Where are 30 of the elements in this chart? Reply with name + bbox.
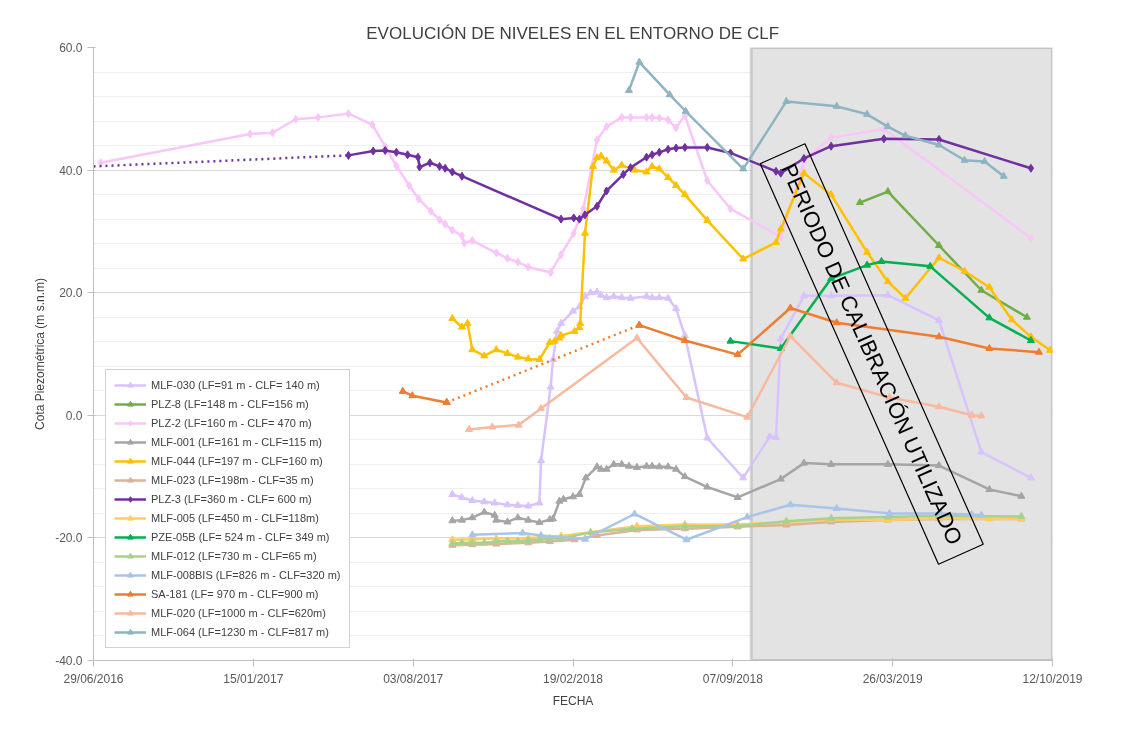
legend-label: SA-181 (LF= 970 m - CLF=900 m) — [151, 587, 319, 601]
y-tick-label: 60.0 — [59, 41, 83, 55]
x-tick-label: 12/10/2019 — [1022, 671, 1083, 686]
legend-label: PLZ-2 (LF=160 m - CLF= 470 m) — [151, 416, 312, 430]
x-tick-label: 26/03/2019 — [862, 671, 924, 686]
x-tick-label: 15/01/2017 — [223, 671, 284, 686]
legend-label: MLF-005 (LF=450 m - CLF=118m) — [151, 511, 319, 525]
y-tick-label: -40.0 — [55, 654, 83, 668]
chart-title: EVOLUCIÓN DE NIVELES EN EL ENTORNO DE CLF — [366, 23, 780, 43]
y-tick-label: -20.0 — [55, 531, 83, 546]
legend-label: MLF-044 (LF=197 m - CLF=160 m) — [151, 454, 323, 468]
legend-label: MLF-020 (LF=1000 m - CLF=620m) — [151, 606, 326, 620]
legend-label: MLF-030 (LF=91 m - CLF= 140 m) — [151, 378, 320, 392]
legend-label: PLZ-3 (LF=360 m - CLF= 600 m) — [151, 492, 312, 506]
legend-label: PZE-05B (LF= 524 m - CLF= 349 m) — [151, 530, 330, 544]
legend-label: MLF-023 (LF=198m - CLF=35 m) — [151, 473, 314, 487]
x-tick-label: 29/06/2016 — [63, 671, 124, 686]
legend-label: MLF-012 (LF=730 m - CLF=65 m) — [151, 549, 317, 563]
y-tick-label: 20.0 — [59, 286, 83, 301]
x-tick-label: 07/09/2018 — [702, 671, 764, 686]
legend-label: MLF-064 (LF=1230 m - CLF=817 m) — [151, 625, 329, 639]
y-axis-title: Cota Piezométrica (m s.n.m) — [33, 277, 48, 431]
legend-label: MLF-001 (LF=161 m - CLF=115 m) — [151, 435, 322, 449]
x-tick-label: 03/08/2017 — [383, 671, 444, 686]
x-tick-label: 19/02/2018 — [542, 671, 604, 686]
y-tick-label: 40.0 — [59, 163, 83, 178]
x-axis-title: FECHA — [552, 693, 594, 708]
legend-label: MLF-008BIS (LF=826 m - CLF=320 m) — [151, 568, 341, 582]
legend-label: PLZ-8 (LF=148 m - CLF=156 m) — [151, 397, 309, 411]
y-tick-label: 0.0 — [65, 408, 83, 423]
